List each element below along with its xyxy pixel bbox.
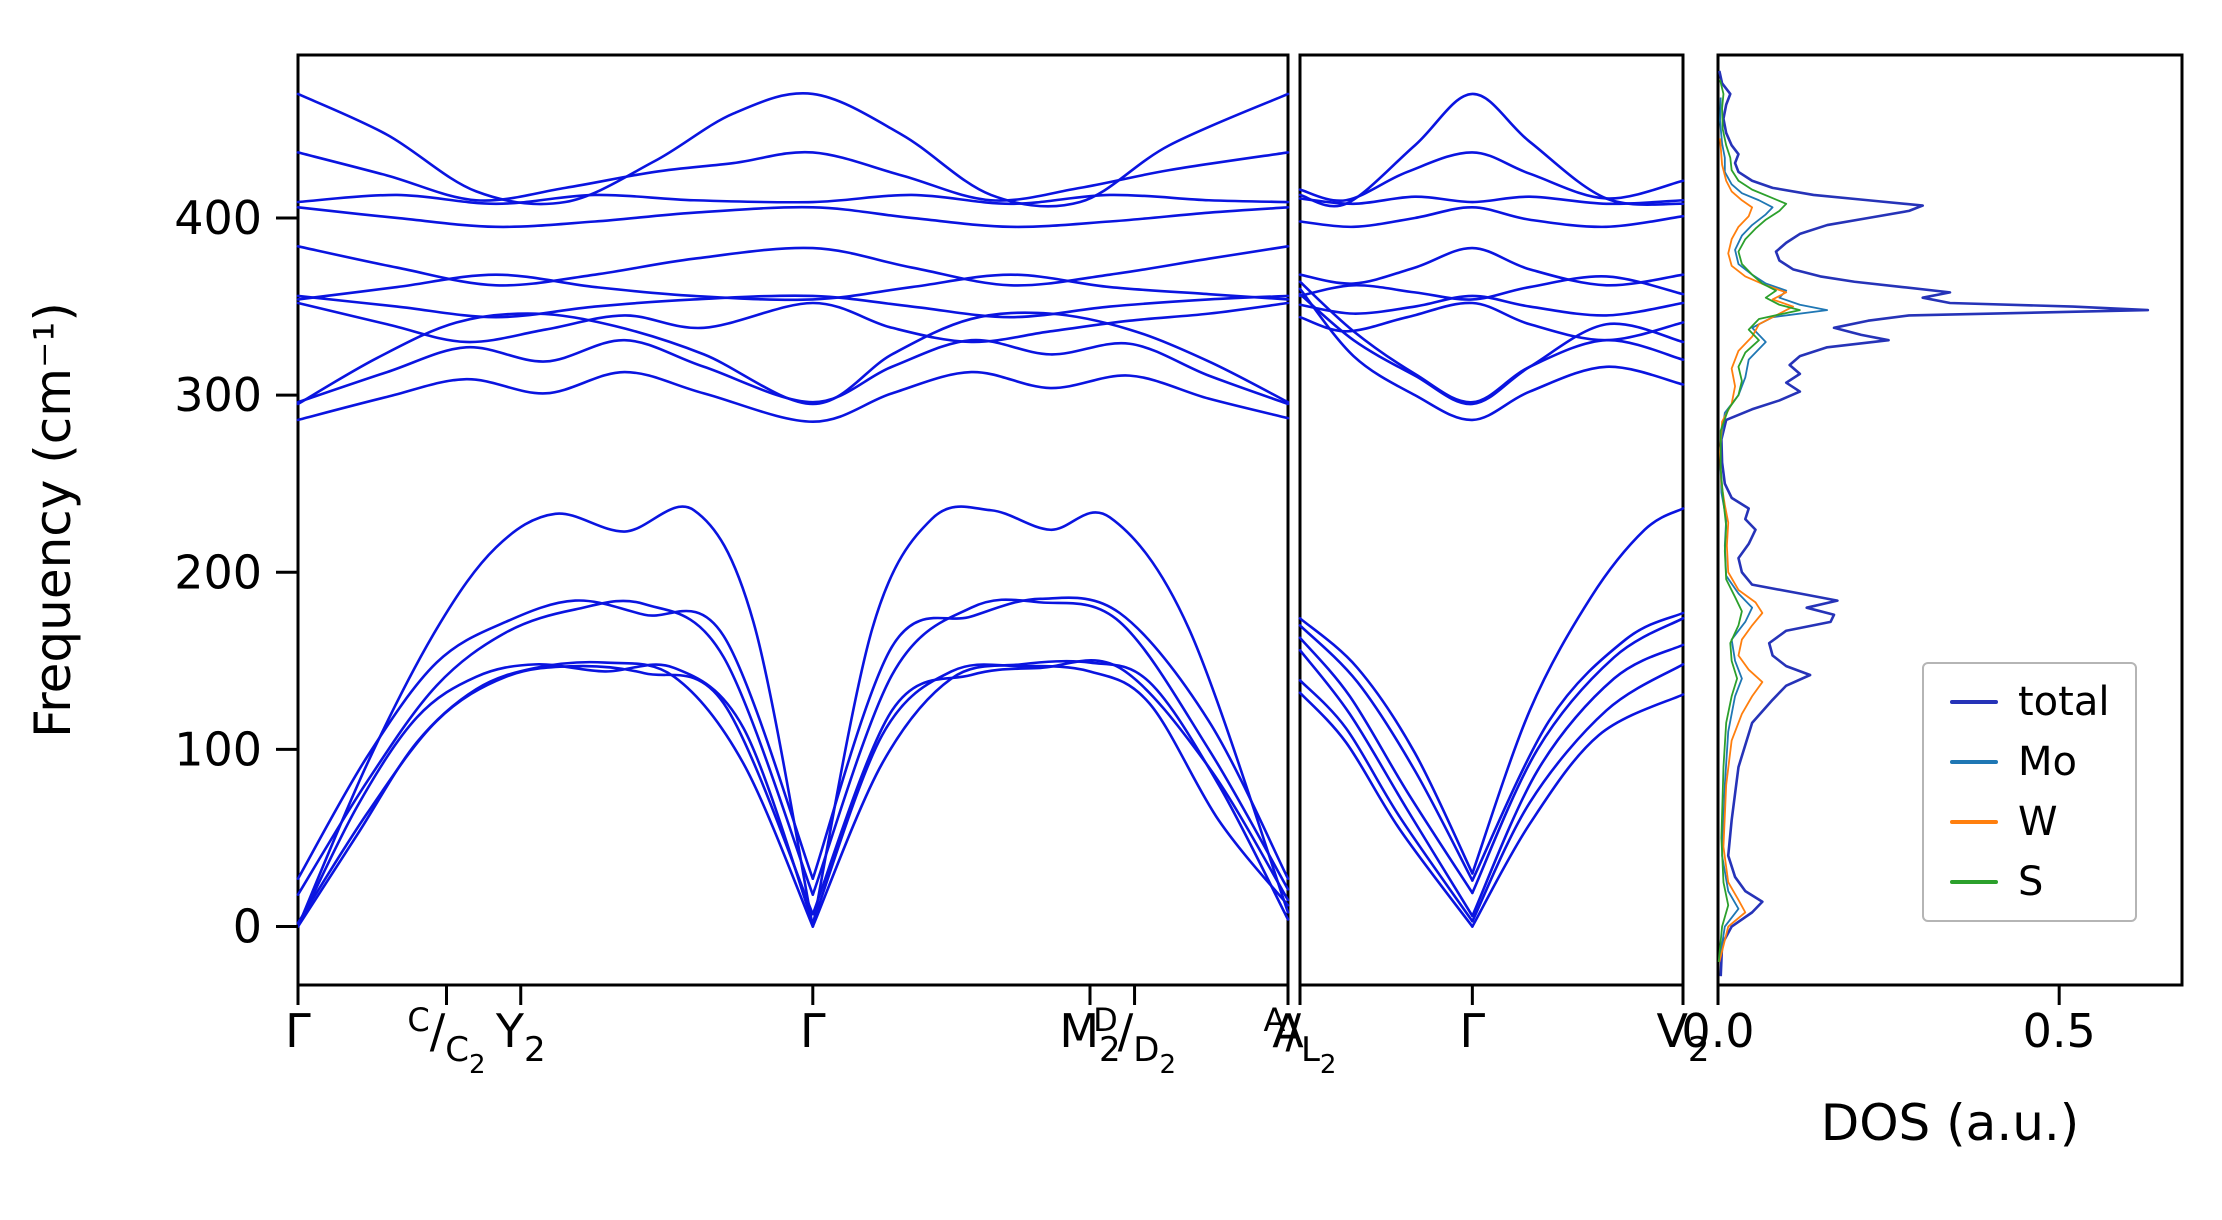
phonon-band-curve [1298,301,1685,342]
legend-line-swatch [1950,700,1998,704]
dos-x-tick-label: 0.0 [1681,1004,1754,1058]
legend-label: total [2018,679,2110,725]
phonon-band-curve [296,663,815,928]
dos-x-tick-label: 0.5 [2023,1004,2096,1058]
phonon-band-curve [296,311,1290,406]
phonon-band-curve [296,205,1290,229]
phonon-band-curve [1298,195,1685,206]
band-panel-2: A/L2 Γ V2 [1264,53,1710,1080]
phonon-band-curve [1471,507,1685,875]
x-tick-label: D/D2 [1093,1001,1176,1080]
phonon-band-curve [1298,617,1474,875]
x-tick-label: V2 [1656,1004,1709,1070]
x-tick-label: Γ [285,1004,311,1058]
phonon-band-curve [296,370,1290,423]
phonon-band-curve [296,294,1290,319]
phonon-band-curve [1298,275,1685,301]
phonon-band-curve [1298,294,1685,317]
phonon-band-curve [1298,206,1685,229]
phonon-band-curve [296,193,1290,206]
y-tick-label: 100 [174,722,262,776]
y-tick-label: 200 [174,545,262,599]
y-tick-label: 300 [174,368,262,422]
phonon-band-curve [296,245,1290,287]
phonon-band-curve [296,150,1290,202]
dos-curve-S [1717,79,1801,963]
phonon-band-curve [296,599,815,896]
phonon-band-curve [1471,611,1685,882]
phonon-band-curve [811,596,1290,881]
legend-entry-S: S [1950,860,2109,904]
phonon-band-curve [296,273,1290,302]
phonon-band-curve [296,660,815,928]
phonon-band-curve [296,664,815,925]
legend-line-swatch [1950,880,1998,884]
legend-entry-total: total [1950,680,2109,724]
legend-label: Mo [2018,739,2077,785]
x-tick-label: C/C2 [407,1001,485,1080]
dos-panel: 0.0 0.5 [1681,53,2184,1058]
dos-legend: total Mo W S [1922,662,2138,922]
dos-curve-total [1718,70,2150,977]
phonon-band-curve [1471,663,1685,923]
legend-line-swatch [1950,820,1998,824]
phonon-band-curve [1298,246,1685,287]
legend-label: S [2018,859,2044,905]
phonon-band-curve [1298,287,1685,422]
x-tick-label: Y2 [495,1004,546,1070]
legend-label: W [2018,799,2058,845]
y-tick-label: 0 [233,900,262,954]
dos-x-axis-label: DOS (a.u.) [1821,1094,2080,1152]
x-tick-label: A [1272,1004,1304,1058]
phonon-band-curve [296,338,1290,406]
legend-line-swatch [1950,760,1998,764]
phonon-band-curve [811,598,1290,896]
phonon-band-curve [1471,693,1685,928]
panel-frame [1716,53,2184,987]
phonon-band-curve [1298,151,1685,203]
phonon-band-curve [296,599,815,881]
x-tick-label: Γ [800,1004,826,1058]
panel-frame [1298,53,1685,987]
phonon-band-curve [1298,691,1474,928]
phonon-band-curve [1471,643,1685,918]
x-tick-label: A/L2 [1264,1001,1337,1080]
phonon-band-curve [1298,624,1474,882]
phonon-band-curve [811,659,1290,928]
y-axis-label: Frequency (cm⁻¹) [24,302,82,738]
x-tick-label: Γ [1460,1004,1486,1058]
phonon-band-curve [1298,648,1474,918]
phonon-band-curve [1298,92,1685,208]
phonon-band-curve [296,301,1290,344]
phonon-band-curve [296,92,1290,208]
legend-entry-Mo: Mo [1950,740,2109,784]
phonon-band-curve [1298,292,1685,406]
y-tick-label: 400 [174,191,262,245]
panel-frame [296,53,1290,987]
x-tick-label: M2 [1059,1004,1120,1070]
dos-curve-Mo [1718,97,1829,963]
phonon-band-curve [1298,679,1474,923]
legend-entry-W: W [1950,800,2109,844]
phonon-band-curve [1471,617,1685,895]
phonon-band-curve [811,505,1290,928]
phonon-band-curve [1298,636,1474,895]
phonon-band-curve [811,659,1290,916]
